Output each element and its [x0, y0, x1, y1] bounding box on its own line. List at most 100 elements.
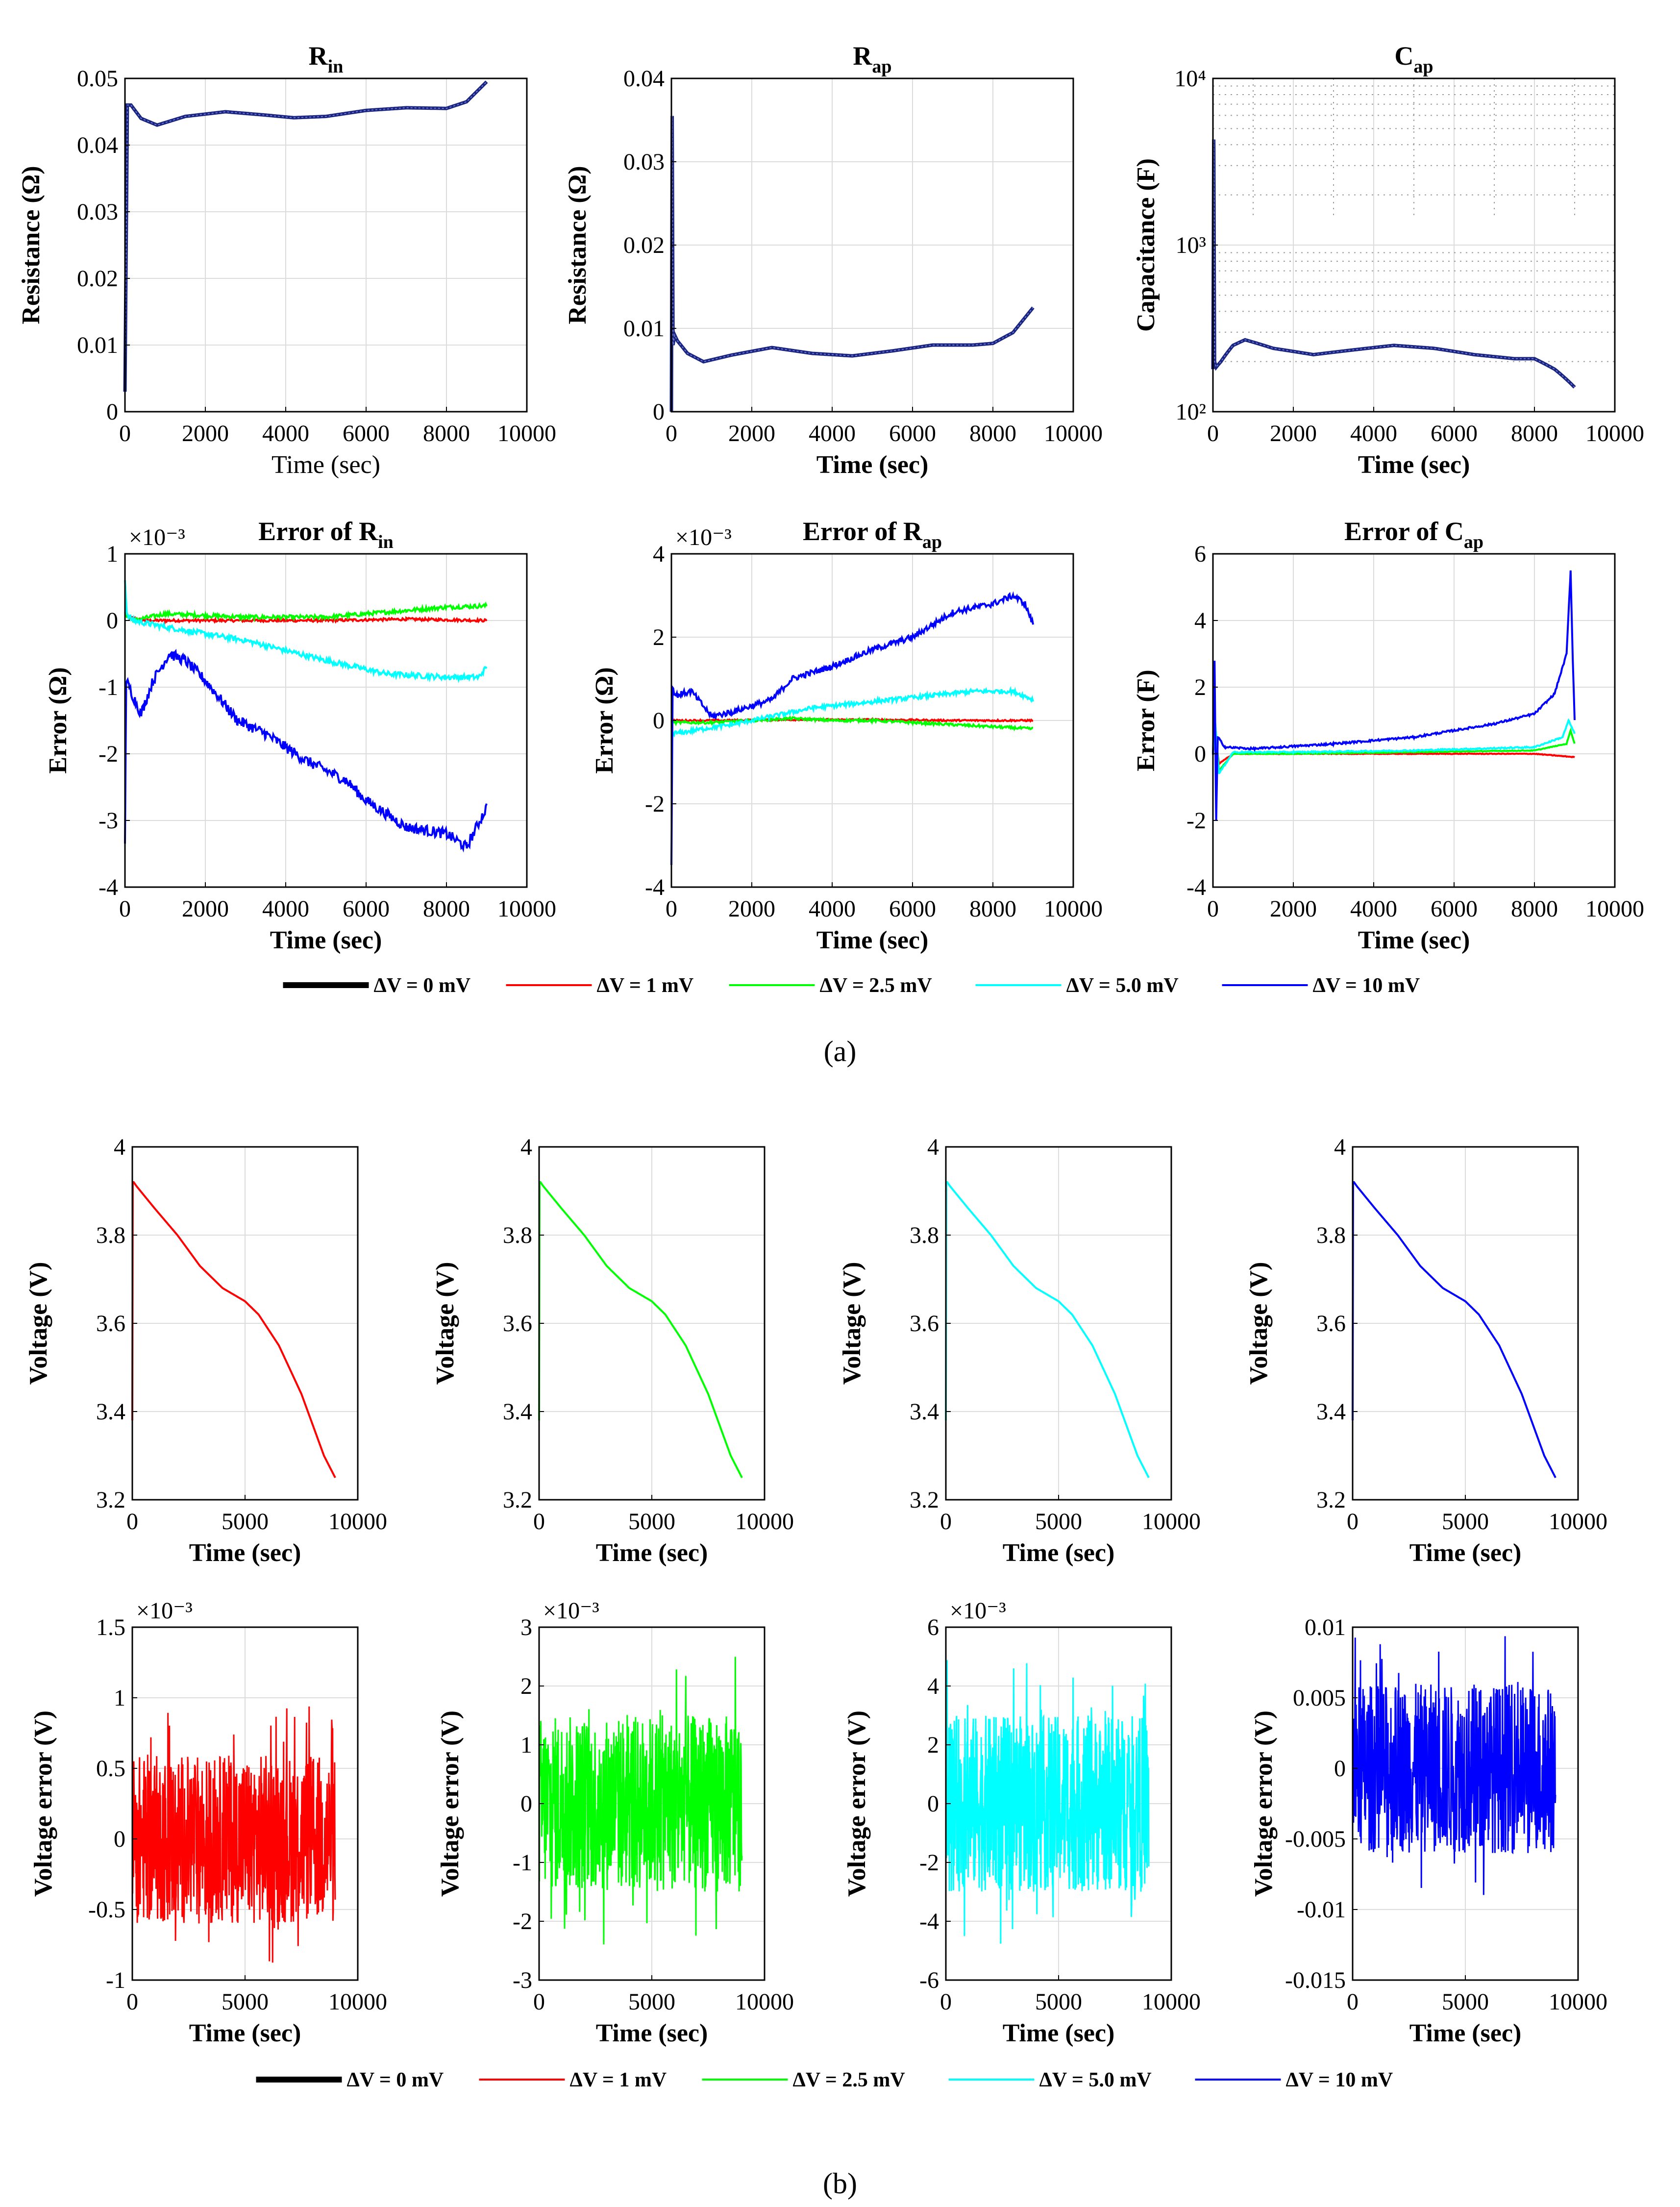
x-tick-label: 2000 — [182, 421, 229, 446]
y-tick-label: 0.5 — [96, 1756, 125, 1782]
axis-exponent: ×10⁻³ — [136, 1598, 193, 1624]
x-tick-label: 8000 — [969, 896, 1016, 922]
y-tick-label: 3.2 — [96, 1487, 125, 1513]
legend-label: ΔV = 0 mV — [347, 2069, 444, 2091]
x-tick-label: 0 — [1347, 1509, 1359, 1535]
x-tick-label: 0 — [533, 1509, 545, 1535]
y-tick-label: -4 — [919, 1909, 939, 1934]
x-tick-label: 10000 — [328, 1509, 387, 1535]
x-tick-label: 10000 — [1044, 896, 1103, 922]
series-line — [669, 116, 1035, 412]
series-group — [124, 580, 488, 853]
y-tick-label: 0.02 — [77, 266, 118, 292]
series-line-overlay — [671, 116, 1034, 412]
tick-labels: 0 5000 10000 -6 -4 -2 0 2 4 6 — [919, 1614, 1201, 2015]
y-tick-label: -2 — [919, 1850, 939, 1876]
series-line — [1352, 1181, 1556, 1478]
chart-v2: 0 5000 10000 3.2 3.4 3.6 3.8 4 Time (sec) Voltage… — [431, 1134, 794, 1567]
legend-label: ΔV = 0 mV — [374, 974, 471, 997]
plot-frame — [1212, 553, 1616, 888]
y-tick-label: 0.04 — [623, 66, 665, 92]
x-tick-label: 2000 — [182, 896, 229, 922]
y-tick-label: 0.03 — [77, 199, 118, 225]
axis-exponent: ×10⁻³ — [129, 524, 185, 550]
y-tick-label: 0.03 — [623, 149, 665, 175]
legend-b: ΔV = 0 mV ΔV = 1 mV ΔV = 2.5 mV ΔV = 5.0 mV… — [256, 2069, 1393, 2091]
chart-v1: 0 5000 10000 3.2 3.4 3.6 3.8 4 Time (sec) Voltage… — [25, 1134, 387, 1567]
chart-v4: 0 5000 10000 3.2 3.4 3.6 3.8 4 Time (sec) Voltage… — [1245, 1134, 1607, 1567]
tick-labels: 0 2000 4000 6000 8000 10000 -4 -2 0 2 4 6 — [1186, 541, 1644, 922]
x-axis-label: Time (sec) — [596, 2019, 708, 2047]
tick-labels: 0 5000 10000 3.2 3.4 3.6 3.8 4 — [96, 1134, 387, 1535]
x-tick-label: 10000 — [1585, 896, 1644, 922]
legend-label: ΔV = 5.0 mV — [1039, 2069, 1152, 2091]
series-line — [1211, 139, 1576, 389]
y-tick-label: 3.4 — [1316, 1399, 1346, 1425]
y-tick-label: 0 — [1334, 1756, 1346, 1782]
y-tick-label: 3.6 — [1316, 1311, 1346, 1337]
y-tick-label: 0.01 — [77, 332, 118, 358]
plot-frame — [124, 77, 528, 413]
plot-frame — [124, 553, 528, 888]
series-line-overlay — [1212, 139, 1575, 388]
tick-labels: 0 2000 4000 6000 8000 10000 -4 -2 0 2 4 — [645, 541, 1103, 922]
y-tick-label: -4 — [1186, 874, 1206, 900]
y-tick-label: -3 — [99, 808, 118, 834]
y-tick-label: 3.4 — [503, 1399, 532, 1425]
tick-labels: 0 5000 10000 3.2 3.4 3.6 3.8 4 — [503, 1134, 794, 1535]
x-tick-label: 5000 — [222, 1509, 269, 1535]
legend-item: ΔV = 0 mV — [283, 974, 471, 997]
x-tick-label: 2000 — [1270, 896, 1317, 922]
x-tick-label: 8000 — [969, 421, 1016, 446]
chart-e4: 0 5000 10000 -0.015 -0.01 -0.005 0 0.005 0.01 Tim… — [1250, 1614, 1607, 2047]
chart-title: Rap — [853, 41, 891, 77]
tick-labels: 0 5000 10000 3.2 3.4 3.6 3.8 4 — [1316, 1134, 1607, 1535]
x-tick-label: 8000 — [423, 896, 470, 922]
x-tick-label: 4000 — [262, 421, 309, 446]
y-tick-label: 0.04 — [77, 132, 118, 158]
y-tick-label: -0.015 — [1285, 1967, 1346, 1993]
series-group — [670, 591, 1034, 865]
x-tick-label: 0 — [1207, 896, 1219, 922]
legend-item: ΔV = 2.5 mV — [702, 2069, 905, 2091]
x-tick-label: 6000 — [889, 896, 936, 922]
x-tick-label: 0 — [1207, 421, 1219, 446]
series-line — [945, 1660, 1150, 1944]
x-tick-label: 10000 — [1142, 1509, 1201, 1535]
x-tick-label: 2000 — [1270, 421, 1317, 446]
y-tick-label: 0 — [106, 608, 118, 634]
legend-item: ΔV = 1 mV — [506, 974, 693, 997]
y-axis-label: Error (Ω) — [591, 667, 618, 773]
axis-exponent: ×10⁻³ — [543, 1598, 599, 1624]
series-group — [1352, 1636, 1556, 1895]
y-axis-label: Voltage error (V) — [436, 1711, 464, 1897]
y-tick-label: 3.4 — [96, 1399, 125, 1425]
grid — [539, 1146, 765, 1500]
y-tick-label: 3.8 — [1316, 1222, 1346, 1248]
y-tick-label: 4 — [927, 1673, 939, 1699]
y-tick-label: 0 — [927, 1791, 939, 1817]
tick-labels: 0 2000 4000 6000 8000 10000 10² 10³ 10⁴ — [1174, 66, 1644, 446]
x-tick-label: 0 — [666, 896, 677, 922]
x-axis-label: Time (sec) — [1409, 2019, 1522, 2047]
y-tick-label: 1 — [106, 541, 118, 567]
series-line — [1212, 570, 1576, 820]
y-tick-label: 10³ — [1176, 232, 1206, 258]
x-tick-label: 5000 — [1035, 1989, 1082, 2015]
series-line — [124, 613, 488, 625]
chart-e3: 0 5000 10000 -6 -4 -2 0 2 4 6 ×10⁻³ Time (sec) Volta… — [843, 1598, 1201, 2047]
series-group — [1352, 1181, 1556, 1478]
series-group — [945, 1181, 1150, 1478]
x-tick-label: 10000 — [497, 421, 556, 446]
series-line — [124, 601, 488, 623]
y-tick-label: -1 — [513, 1850, 532, 1876]
x-tick-label: 6000 — [1431, 421, 1478, 446]
y-tick-label: 3.6 — [96, 1311, 125, 1337]
legend-item: ΔV = 10 mV — [1195, 2069, 1393, 2091]
y-tick-label: 2 — [927, 1732, 939, 1758]
series-line — [123, 80, 488, 392]
legend-label: ΔV = 2.5 mV — [793, 2069, 905, 2091]
x-tick-label: 5000 — [628, 1989, 675, 2015]
x-tick-label: 4000 — [1350, 896, 1397, 922]
x-tick-label: 10000 — [1585, 421, 1644, 446]
